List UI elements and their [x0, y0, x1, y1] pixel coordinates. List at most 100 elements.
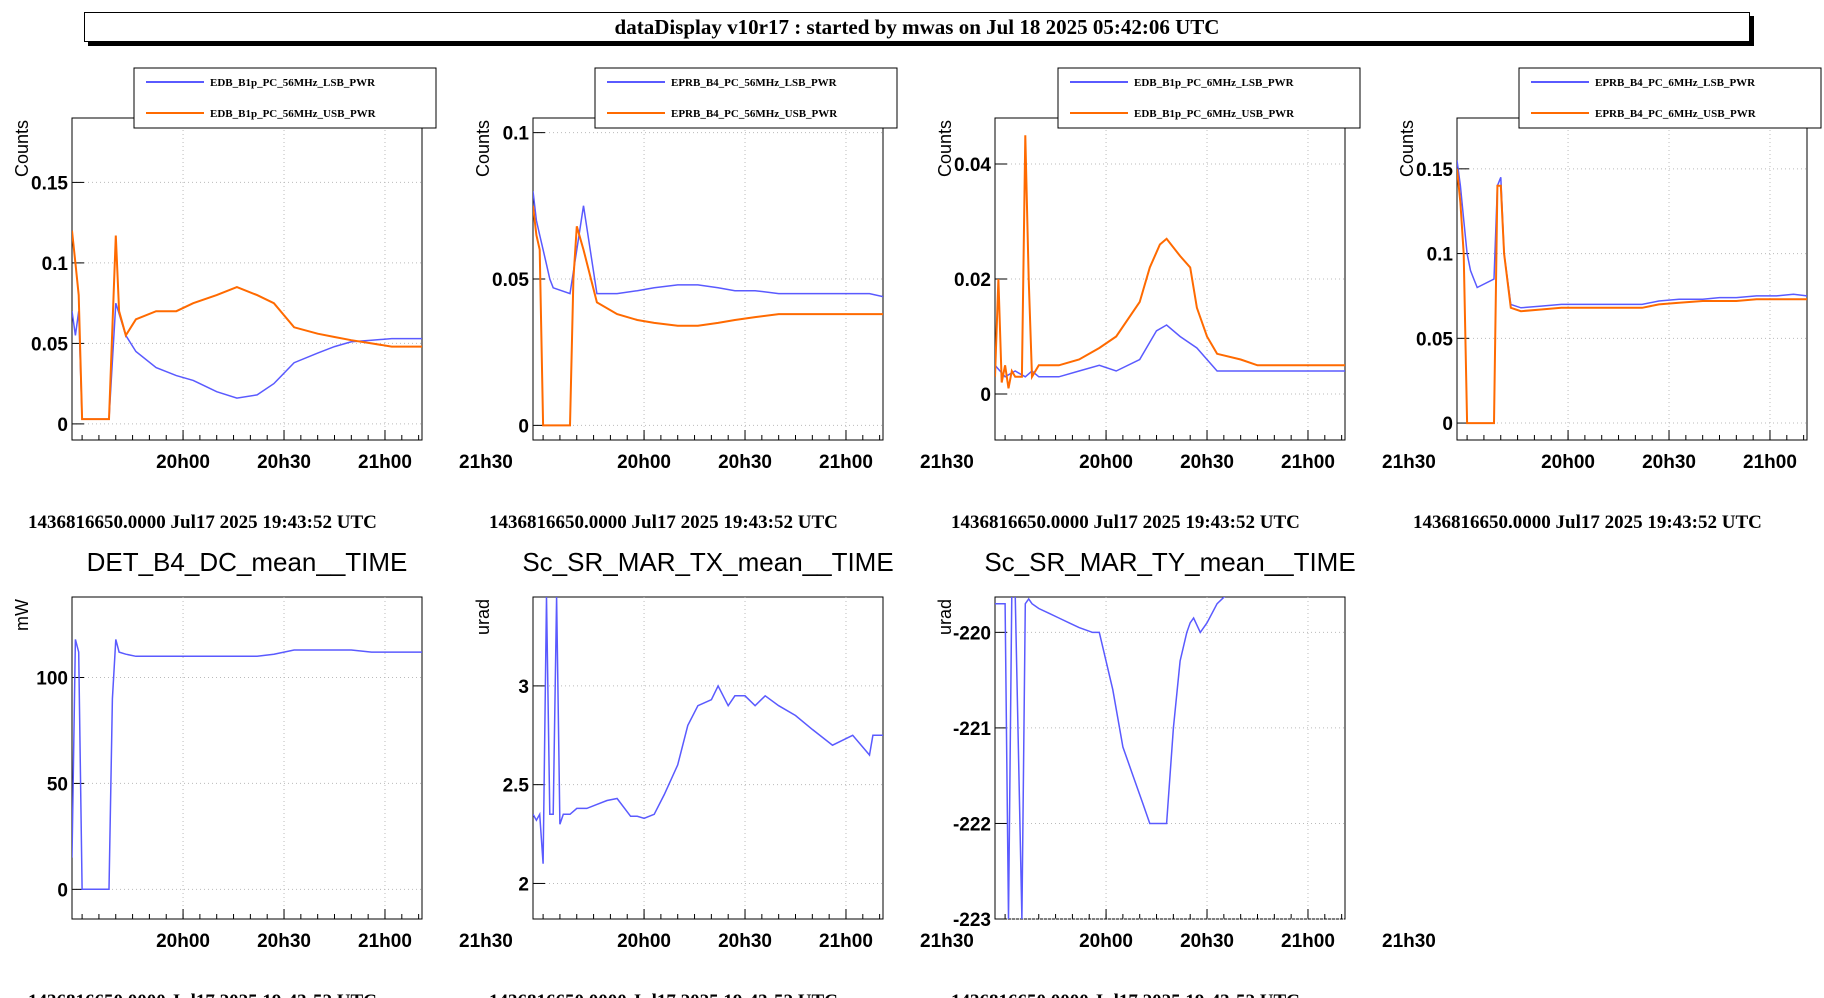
x-tick-label: 20h30	[1180, 931, 1234, 952]
chart-title: DET_B4_DC_mean__TIME	[87, 547, 408, 577]
legend: EPRB_B4_PC_6MHz_LSB_PWR EPRB_B4_PC_6MHz_U…	[1518, 67, 1822, 129]
legend-box	[594, 67, 898, 129]
chart-3: 20h00 20h30 21h00 21h3000.020.04CountsEDB_B…	[935, 67, 1436, 533]
y-tick-label: 0.05	[31, 334, 68, 355]
legend: EPRB_B4_PC_56MHz_LSB_PWR EPRB_B4_PC_56MHz…	[594, 67, 898, 129]
legend-entry: EDB_B1p_PC_56MHz_USB_PWR	[210, 108, 377, 120]
y-axis-label: urad	[935, 599, 955, 635]
legend-entry: EPRB_B4_PC_56MHz_USB_PWR	[671, 108, 838, 120]
legend-box	[1057, 67, 1361, 129]
x-tick-label: 21h00	[1281, 452, 1335, 473]
y-tick-label: 0.02	[954, 270, 991, 291]
timestamp-footer: 1436816650.0000 Jul17 2025 19:43:52 UTC	[28, 991, 377, 998]
series-line-eprb_b4_pc_6mhz_lsb_pwr	[1457, 160, 1807, 309]
series-line-edb_b1p_pc_6mhz_usb_pwr	[995, 135, 1345, 389]
series-line-trace	[72, 639, 422, 891]
plot-frame	[71, 117, 423, 441]
timestamp-footer: 1436816650.0000 Jul17 2025 19:43:52 UTC	[1413, 512, 1762, 533]
x-tick-label: 20h30	[718, 452, 772, 473]
chart-1: 20h00 20h30 21h00 21h3000.050.10.15CountsED…	[12, 67, 513, 533]
y-tick-label: -221	[953, 719, 991, 740]
y-tick-label: 2.5	[503, 776, 530, 797]
y-tick-label: 0.05	[492, 270, 529, 291]
y-tick-label: 100	[36, 669, 68, 690]
plot-frame	[1456, 117, 1808, 441]
timestamp-footer: 1436816650.0000 Jul17 2025 19:43:52 UTC	[489, 991, 838, 998]
y-tick-label: 0.1	[503, 124, 530, 145]
legend: EDB_B1p_PC_56MHz_LSB_PWR EDB_B1p_PC_56MHz…	[133, 67, 437, 129]
y-tick-label: 0.15	[1416, 160, 1453, 181]
y-axis-label: mW	[12, 599, 32, 631]
plot-frame	[71, 596, 423, 920]
legend-box	[1518, 67, 1822, 129]
series-line-trace	[533, 597, 883, 864]
x-tick-label: 20h00	[617, 931, 671, 952]
x-tick-label: 21h00	[358, 931, 412, 952]
y-tick-label: 2	[518, 874, 529, 895]
y-tick-label: 0	[57, 880, 68, 901]
y-axis-label: urad	[473, 599, 493, 635]
x-tick-label: 20h30	[257, 452, 311, 473]
y-tick-label: 0	[980, 385, 991, 406]
chart-4: 20h0020h3021h0021h3000.050.10.15CountsEP…	[1397, 67, 1822, 533]
y-tick-label: 0.15	[31, 173, 68, 194]
y-tick-label: 3	[518, 677, 529, 698]
y-tick-label: 0	[518, 416, 529, 437]
legend-entry: EPRB_B4_PC_6MHz_USB_PWR	[1595, 108, 1757, 120]
x-tick-label: 21h30	[1382, 931, 1436, 952]
page-title: dataDisplay v10r17 : started by mwas on …	[84, 12, 1750, 42]
chart-5: 20h00 20h30 21h00 21h30 0 50 100 mW DET_B4_DC_me…	[12, 547, 513, 998]
y-tick-label: -222	[953, 814, 991, 835]
series-line-edb_b1p_pc_56mhz_usb_pwr	[72, 230, 422, 421]
x-tick-label: 20h30	[1180, 452, 1234, 473]
x-tick-label: 20h00	[1541, 452, 1595, 473]
y-tick-label: -220	[953, 623, 991, 644]
y-tick-label: 0	[57, 415, 68, 436]
timestamp-footer: 1436816650.0000 Jul17 2025 19:43:52 UTC	[951, 991, 1300, 998]
legend-entry: EDB_B1p_PC_56MHz_LSB_PWR	[210, 77, 376, 89]
chart-7: 20h00 20h30 21h00 21h30 -223 -222 -221 -220urad…	[935, 547, 1436, 998]
y-tick-label: 0.05	[1416, 329, 1453, 350]
y-tick-label: 0	[1442, 414, 1453, 435]
plot-frame	[994, 117, 1346, 441]
x-tick-label: 21h30	[920, 931, 974, 952]
y-axis-label: Counts	[473, 120, 493, 177]
x-tick-label: 21h30	[1382, 452, 1436, 473]
x-tick-label: 21h00	[1743, 452, 1797, 473]
legend-entry: EPRB_B4_PC_56MHz_LSB_PWR	[671, 77, 838, 89]
y-axis-label: Counts	[1397, 120, 1417, 177]
timestamp-footer: 1436816650.0000 Jul17 2025 19:43:52 UTC	[489, 512, 838, 533]
x-tick-label: 21h30	[459, 452, 513, 473]
x-tick-label: 21h00	[819, 452, 873, 473]
x-tick-label: 21h00	[1281, 931, 1335, 952]
series-line-trace	[995, 597, 1226, 919]
x-tick-label: 20h30	[257, 931, 311, 952]
legend-box	[133, 67, 437, 129]
series-line-eprb_b4_pc_56mhz_usb_pwr	[533, 205, 883, 427]
y-tick-label: 0.1	[42, 254, 69, 275]
chart-title: Sc_SR_MAR_TY_mean__TIME	[984, 547, 1355, 577]
x-tick-label: 20h00	[617, 452, 671, 473]
series-line-eprb_b4_pc_56mhz_lsb_pwr	[533, 191, 883, 298]
y-tick-label: 0.1	[1427, 245, 1454, 266]
y-tick-label: -223	[953, 910, 991, 931]
x-tick-label: 21h30	[459, 931, 513, 952]
x-tick-label: 20h00	[1079, 931, 1133, 952]
x-tick-label: 20h00	[1079, 452, 1133, 473]
x-tick-label: 20h00	[156, 452, 210, 473]
x-tick-label: 20h30	[718, 931, 772, 952]
x-tick-label: 20h00	[156, 931, 210, 952]
legend-entry: EDB_B1p_PC_6MHz_LSB_PWR	[1134, 77, 1295, 89]
y-axis-label: Counts	[935, 120, 955, 177]
y-tick-label: 0.04	[954, 155, 991, 176]
x-tick-label: 21h30	[920, 452, 974, 473]
chart-title: Sc_SR_MAR_TX_mean__TIME	[522, 547, 893, 577]
x-tick-label: 21h00	[819, 931, 873, 952]
legend: EDB_B1p_PC_6MHz_LSB_PWR EDB_B1p_PC_6MHz_U…	[1057, 67, 1361, 129]
timestamp-footer: 1436816650.0000 Jul17 2025 19:43:52 UTC	[28, 512, 377, 533]
legend-entry: EPRB_B4_PC_6MHz_LSB_PWR	[1595, 77, 1756, 89]
chart-2: 20h00 20h30 21h00 21h30 0 0.05 0.1 Counts EPRB_B…	[473, 67, 974, 533]
y-axis-label: Counts	[12, 120, 32, 177]
legend-entry: EDB_B1p_PC_6MHz_USB_PWR	[1134, 108, 1295, 120]
